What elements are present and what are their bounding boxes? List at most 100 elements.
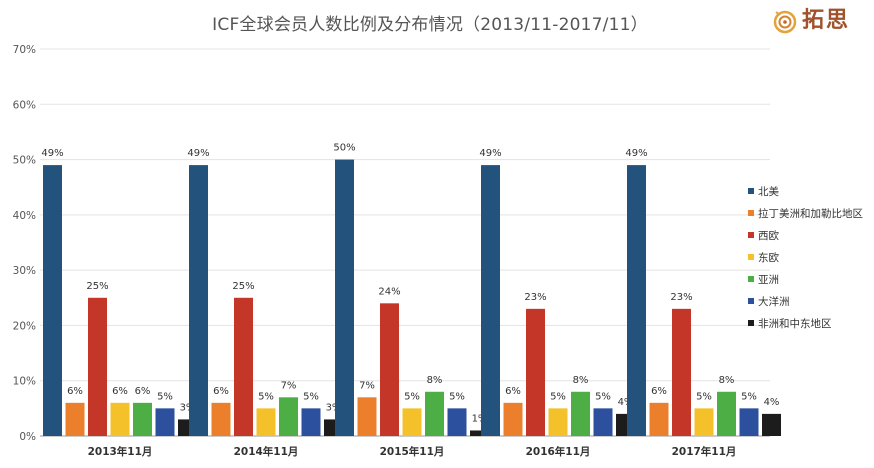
bar [526,308,545,436]
data-label: 5% [741,391,757,402]
bar [627,165,646,436]
data-label: 1% [472,413,488,424]
legend-swatch [748,254,754,260]
bar [279,397,298,436]
data-label: 8% [573,375,589,386]
legend-label: 拉丁美洲和加勒比地区 [758,207,863,220]
bar [672,308,691,436]
y-tick-label: 40% [13,210,36,222]
bar [155,408,175,436]
data-label: 49% [187,148,209,159]
data-label: 5% [404,391,420,402]
y-tick-label: 50% [13,155,36,167]
legend-label: 东欧 [758,251,779,264]
bar [88,297,107,436]
bar [234,297,253,436]
bar [402,408,422,436]
data-label: 49% [479,148,501,159]
bar [548,408,568,436]
x-tick-label: 2014年11月 [234,445,299,458]
chart-title: ICF全球会员人数比例及分布情况（2013/11-2017/11） [212,15,648,35]
legend-item: 东欧 [748,246,874,268]
brand-logo: 拓思 [764,2,864,50]
legend-label: 北美 [758,185,779,198]
legend-item: 亚洲 [748,268,874,290]
bar [211,402,231,436]
bar [503,402,523,436]
data-label: 25% [86,281,108,292]
legend-item: 大洋洲 [748,290,874,312]
legend-swatch [748,232,754,238]
data-label: 6% [651,386,667,397]
y-tick-label: 10% [13,376,36,388]
bar [762,413,781,436]
data-label: 23% [524,292,546,303]
legend-label: 非洲和中东地区 [758,317,832,330]
bar [110,402,130,436]
data-label: 4% [764,397,780,408]
bar [301,408,321,436]
data-label: 6% [135,386,151,397]
data-label: 3% [326,402,342,413]
x-tick-label: 2013年11月 [88,445,153,458]
legend-item: 非洲和中东地区 [748,312,874,334]
bar [447,408,467,436]
legend-label: 大洋洲 [758,295,790,308]
logo-text: 拓思 [802,7,851,33]
data-label: 8% [719,375,735,386]
data-label: 7% [359,380,375,391]
data-label: 49% [41,148,63,159]
bar [694,408,714,436]
data-label: 50% [333,143,355,154]
chart-legend: 北美拉丁美洲和加勒比地区 西欧东欧亚洲大洋洲非洲和中东地区 [748,180,874,334]
data-label: 5% [157,391,173,402]
data-label: 6% [112,386,128,397]
data-label: 5% [303,391,319,402]
y-tick-label: 30% [13,265,36,277]
legend-label: 亚洲 [758,273,779,286]
logo-spiral-icon [773,10,797,34]
data-label: 6% [67,386,83,397]
bar [571,391,590,436]
legend-item: 西欧 [748,224,874,246]
data-label: 25% [232,281,254,292]
data-label: 24% [378,286,400,297]
bar [739,408,759,436]
legend-item: 拉丁美洲和加勒比地区 [748,202,874,224]
data-label: 5% [696,391,712,402]
x-tick-label: 2015年11月 [380,445,445,458]
y-tick-label: 70% [13,44,36,56]
bar [335,159,354,437]
bar [425,391,444,436]
bar [256,408,276,436]
legend-swatch [748,298,754,304]
y-tick-label: 60% [13,99,36,111]
data-label: 3% [180,402,196,413]
data-label: 5% [595,391,611,402]
legend-swatch [748,276,754,282]
bar [380,303,399,436]
data-label: 6% [213,386,229,397]
data-label: 5% [550,391,566,402]
bar [649,402,669,436]
bar [43,165,62,436]
bar [65,402,85,436]
legend-swatch [748,320,754,326]
legend-swatch [748,188,754,194]
bar [481,165,500,436]
legend-label: 西欧 [758,229,779,242]
y-tick-label: 20% [13,320,36,332]
bar [593,408,613,436]
legend-item: 北美 [748,180,874,202]
data-label: 5% [449,391,465,402]
bar [133,402,152,436]
data-label: 23% [670,292,692,303]
x-tick-label: 2016年11月 [526,445,591,458]
legend-swatch [748,210,754,216]
x-tick-label: 2017年11月 [672,445,737,458]
data-label: 8% [427,375,443,386]
y-tick-label: 0% [19,431,36,443]
bar [717,391,736,436]
